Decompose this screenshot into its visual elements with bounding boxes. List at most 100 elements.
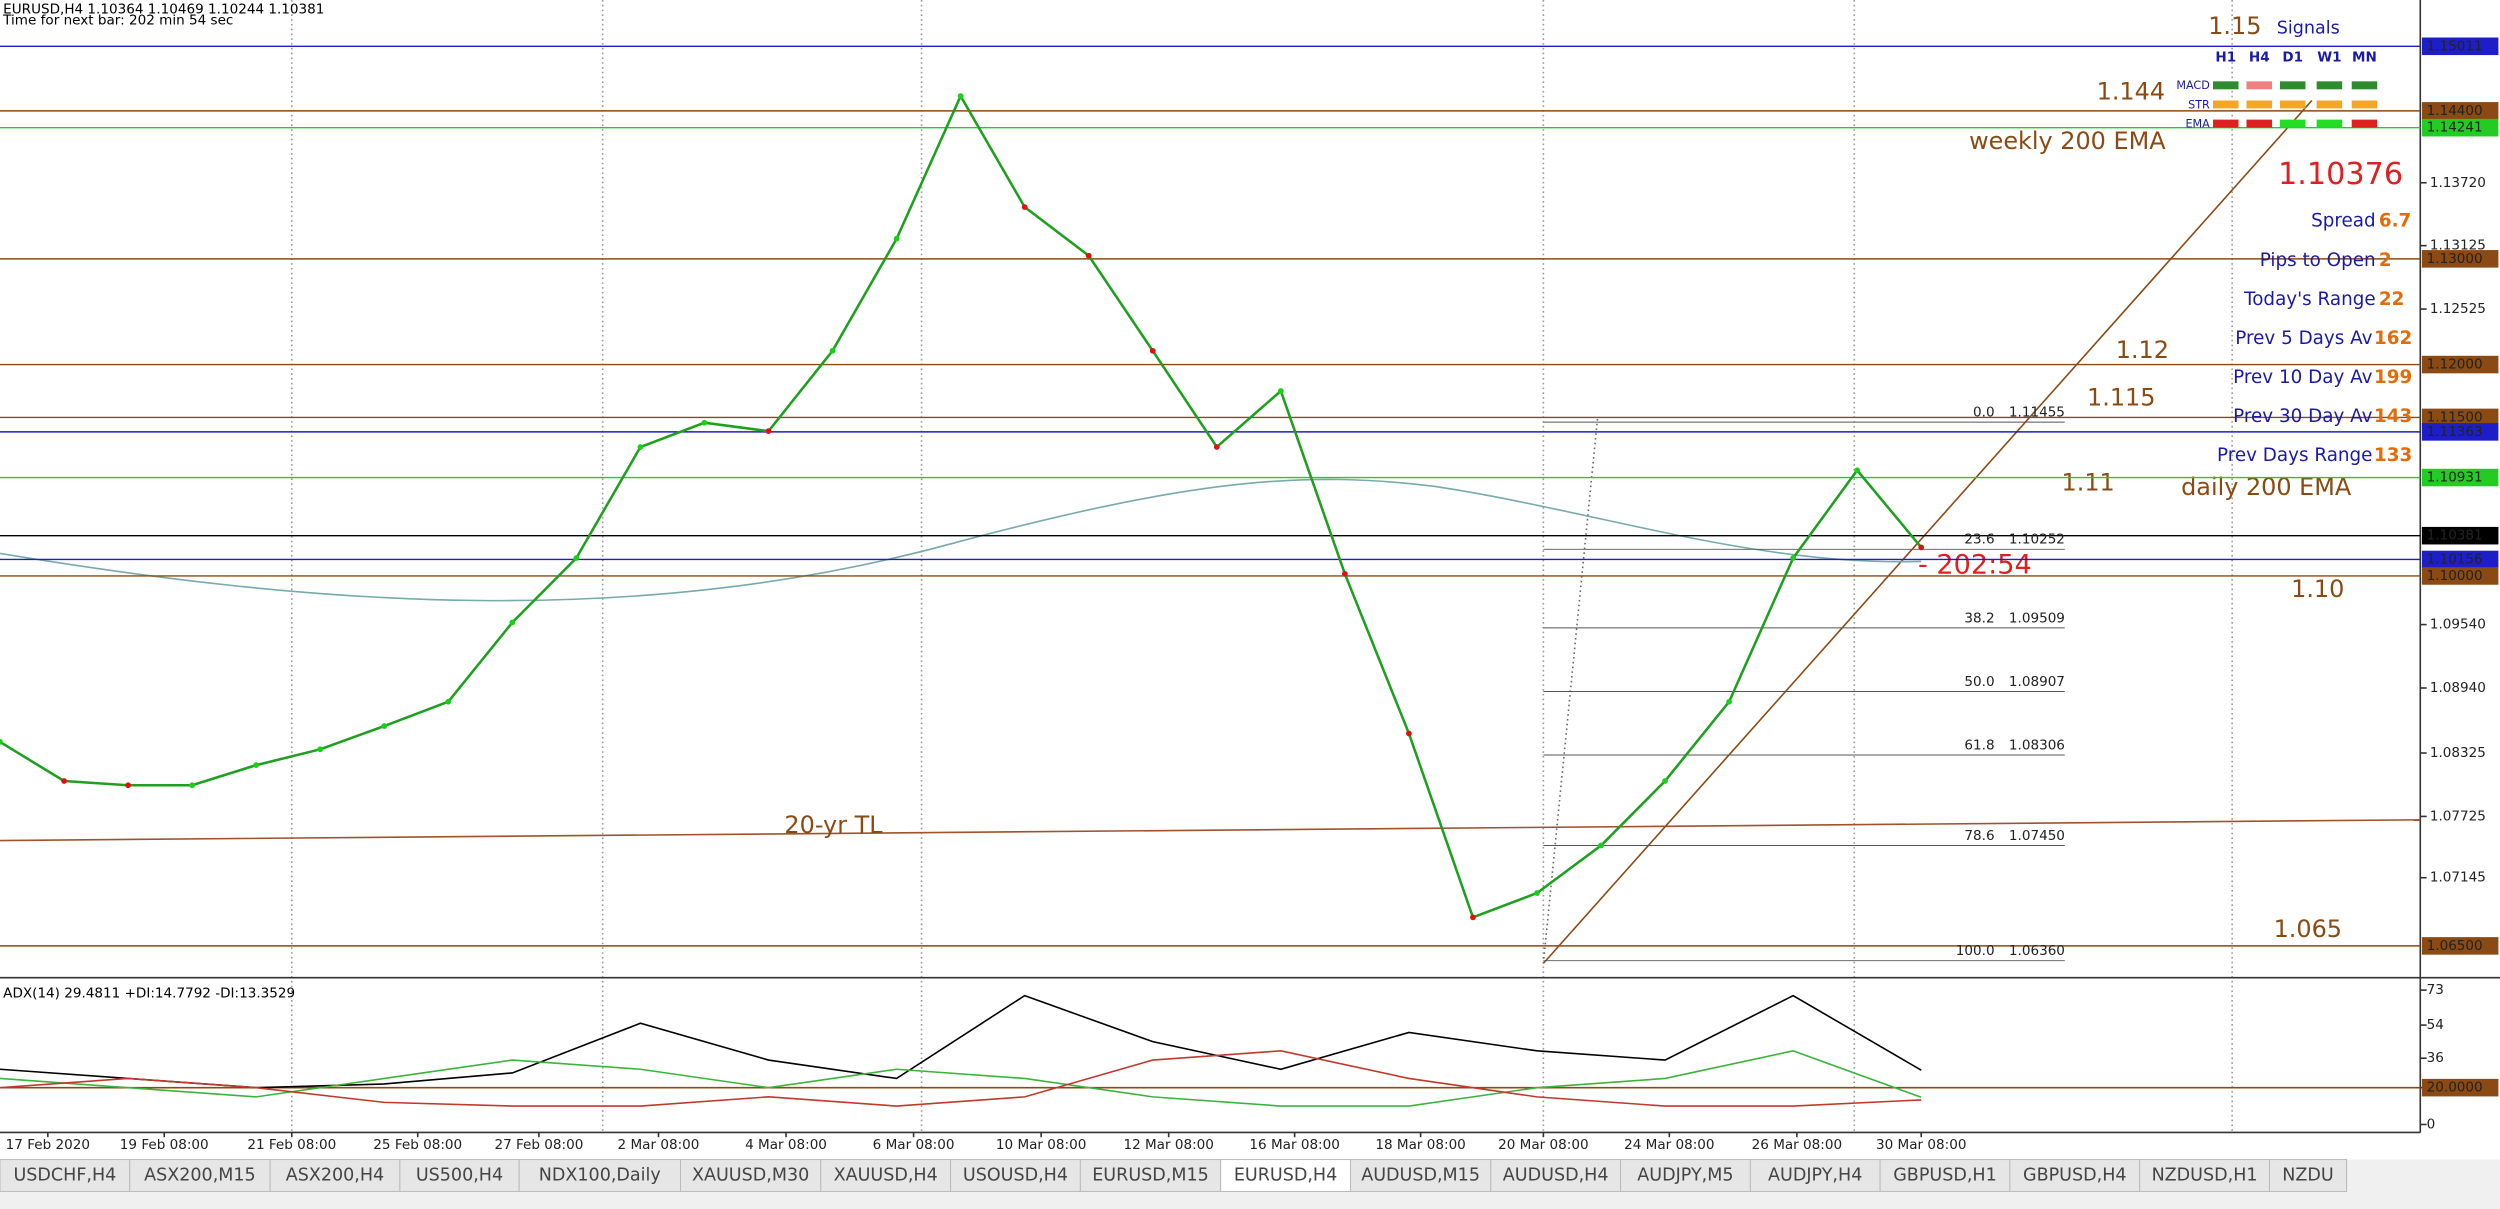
tab-label[interactable]: NDX100,Daily — [539, 1166, 661, 1186]
tab-label[interactable]: XAUUSD,M30 — [692, 1166, 809, 1186]
x-tick-label: 30 Mar 08:00 — [1876, 1137, 1966, 1153]
signal — [2316, 119, 2343, 128]
annotation: 1.10 — [2291, 575, 2344, 603]
tab[interactable] — [680, 1159, 822, 1192]
tab-label[interactable]: ASX200,H4 — [286, 1166, 384, 1186]
price-point — [1406, 730, 1412, 737]
price-point — [445, 698, 452, 705]
level-label: 1.11363 — [2427, 424, 2483, 440]
tab[interactable] — [2139, 1159, 2270, 1192]
tab[interactable] — [1220, 1159, 1351, 1192]
tab[interactable] — [399, 1159, 520, 1192]
tab[interactable] — [0, 1159, 131, 1192]
tab-label[interactable]: EURUSD,H4 — [1234, 1166, 1337, 1186]
tab[interactable] — [1620, 1159, 1751, 1192]
tab-label[interactable]: EURUSD,M15 — [1092, 1166, 1209, 1186]
tab-label[interactable]: NZDU — [2282, 1166, 2333, 1186]
tab[interactable] — [1490, 1159, 1622, 1192]
signal — [2279, 81, 2306, 90]
tab-label[interactable]: AUDJPY,M5 — [1637, 1166, 1733, 1186]
price-point — [381, 723, 388, 729]
panel-label: Spread — [2311, 211, 2376, 232]
tab-label[interactable]: GBPUSD,H1 — [1893, 1166, 1997, 1186]
x-tick-label: 17 Feb 2020 — [6, 1137, 90, 1153]
tab[interactable] — [129, 1159, 271, 1192]
level-box — [2421, 550, 2499, 569]
price-point — [1854, 467, 1861, 474]
y-tick-label: 1.09540 — [2430, 617, 2486, 633]
signal — [2246, 81, 2273, 90]
signal — [2246, 100, 2273, 109]
tab-label[interactable]: AUDJPY,H4 — [1768, 1166, 1862, 1186]
fib-level: 61.8 — [1964, 737, 1994, 753]
fib-price: 1.08907 — [2009, 674, 2065, 690]
indicator: MACD — [2176, 79, 2209, 92]
level-label: 1.13000 — [2427, 251, 2483, 267]
tab-label[interactable]: XAUUSD,H4 — [834, 1166, 938, 1186]
annotation: 1.11 — [2062, 468, 2115, 496]
timeframe: MN — [2352, 49, 2377, 65]
price-point — [125, 782, 131, 789]
tab-label[interactable]: NZDUSD,H1 — [2152, 1166, 2258, 1186]
price-point — [509, 619, 516, 626]
signal — [2351, 119, 2378, 128]
panel-value: 2 — [2379, 250, 2392, 271]
x-tick-label: 24 Mar 08:00 — [1624, 1137, 1714, 1153]
x-tick-label: 26 Mar 08:00 — [1752, 1137, 1842, 1153]
price-point — [1534, 890, 1540, 896]
signal — [2316, 100, 2343, 109]
price-point — [1470, 914, 1476, 921]
price-point — [573, 555, 580, 561]
price-point — [893, 235, 900, 242]
timeframe: H1 — [2215, 49, 2236, 65]
tab-label[interactable]: USOUSD,H4 — [963, 1166, 1068, 1186]
panel-title: Signals — [2277, 19, 2340, 39]
tab-label[interactable]: USDCHF,H4 — [13, 1166, 116, 1186]
panel-label: Pips to Open — [2260, 250, 2376, 271]
indicator: STR — [2188, 98, 2210, 111]
price-point — [1341, 570, 1348, 577]
annotation: 1.15 — [2208, 12, 2261, 40]
bar-timer: Time for next bar: 202 min 54 sec — [2, 13, 233, 29]
tab-label[interactable]: AUDUSD,M15 — [1361, 1166, 1480, 1186]
tab-label[interactable]: ASX200,M15 — [144, 1166, 256, 1186]
tab[interactable] — [2009, 1159, 2141, 1192]
tab-label[interactable]: US500,H4 — [416, 1166, 503, 1186]
price-point — [1918, 544, 1925, 551]
signal — [2351, 81, 2378, 90]
level-label: 1.10931 — [2427, 470, 2483, 486]
x-tick-label: 10 Mar 08:00 — [996, 1137, 1086, 1153]
grid — [290, 0, 2233, 1133]
x-tick-label: 18 Mar 08:00 — [1375, 1137, 1465, 1153]
level-box — [2421, 102, 2499, 120]
price-point — [1085, 252, 1092, 259]
fib-price: 1.07450 — [2009, 828, 2065, 844]
level-label: 1.10000 — [2427, 568, 2483, 584]
x-tick-label: 20 Mar 08:00 — [1498, 1137, 1588, 1153]
adx-line — [0, 1050, 1922, 1107]
tab[interactable] — [1349, 1159, 1492, 1192]
adx-title: ADX(14) 29.4811 +DI:14.7792 -DI:13.3529 — [3, 986, 295, 1002]
price-point — [317, 746, 324, 753]
fib-level: 100.0 — [1956, 943, 1995, 959]
tab-label[interactable]: GBPUSD,H4 — [2023, 1166, 2127, 1186]
signal — [2213, 100, 2239, 109]
adx-line — [0, 1050, 1922, 1107]
level-label: 1.14400 — [2427, 103, 2483, 119]
tab-label[interactable]: AUDUSD,H4 — [1503, 1166, 1609, 1186]
fib-level: 23.6 — [1964, 532, 1994, 548]
x-tick-label: 16 Mar 08:00 — [1249, 1137, 1339, 1153]
level-label: 1.14241 — [2427, 120, 2483, 136]
price-point — [189, 782, 195, 789]
annotation: 20-yr TL — [784, 811, 883, 839]
price-point — [1213, 444, 1220, 450]
tab[interactable] — [1879, 1159, 2011, 1192]
tab[interactable] — [1079, 1159, 1222, 1192]
tab[interactable] — [2268, 1159, 2348, 1192]
signal — [2279, 119, 2306, 128]
timeframe: H4 — [2249, 49, 2270, 65]
annotation: 1.115 — [2087, 384, 2155, 412]
signal — [2316, 81, 2343, 90]
tab[interactable] — [820, 1159, 952, 1192]
